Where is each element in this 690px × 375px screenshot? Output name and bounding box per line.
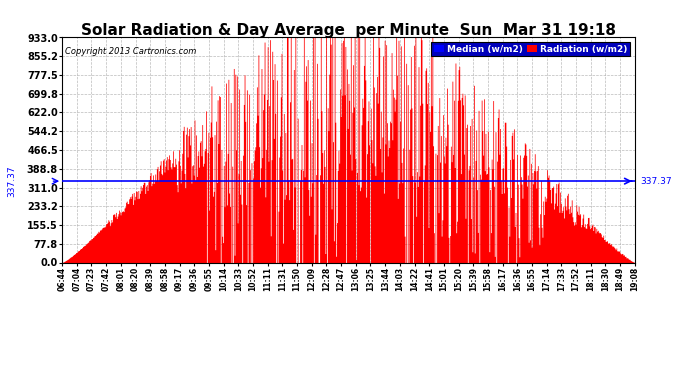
Text: 337.37: 337.37 xyxy=(8,165,17,197)
Legend: Median (w/m2), Radiation (w/m2): Median (w/m2), Radiation (w/m2) xyxy=(431,42,630,56)
Text: 337.37: 337.37 xyxy=(640,177,672,186)
Title: Solar Radiation & Day Average  per Minute  Sun  Mar 31 19:18: Solar Radiation & Day Average per Minute… xyxy=(81,22,616,38)
Text: Copyright 2013 Cartronics.com: Copyright 2013 Cartronics.com xyxy=(65,46,197,56)
